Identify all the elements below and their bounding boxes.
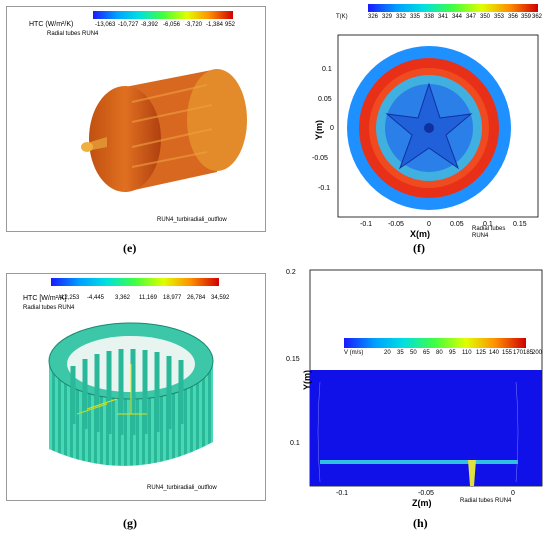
legend-tick: 329	[382, 14, 393, 20]
colorbar	[51, 278, 219, 286]
legend-tick: 359	[521, 14, 532, 20]
velocity-field	[310, 370, 542, 486]
legend-tick: 347	[466, 14, 477, 20]
legend-tick: 326	[368, 14, 379, 20]
legend-subtitle: Radial tubes RUN4	[47, 31, 99, 37]
x-tick: -0.1	[336, 490, 348, 497]
y-axis-label: Y(m)	[302, 370, 312, 390]
x-tick: 0.1	[483, 221, 493, 228]
legend-title: HTC [W/m²/K]	[23, 295, 67, 302]
y-tick: 0.1	[322, 66, 332, 73]
x-tick: -0.05	[388, 221, 404, 228]
legend-tick: -13,063	[95, 22, 116, 28]
panel-g-graphic	[48, 278, 219, 466]
colorbar	[93, 11, 233, 19]
panel-g: HTC [W/m²/K] Radial tubes RUN4 -12,253 -…	[6, 273, 266, 501]
legend-tick: 18,977	[163, 295, 182, 301]
legend-tick: 335	[410, 14, 421, 20]
x-tick: -0.1	[360, 221, 372, 228]
legend-tick: 11,169	[139, 295, 157, 301]
legend-subtitle: Radial tubes RUN4	[23, 305, 75, 311]
legend-tick: 185	[523, 350, 534, 356]
rotor-cross-section	[347, 46, 511, 210]
legend-tick: 20	[384, 350, 391, 356]
caption-g: (g)	[123, 516, 137, 530]
x-axis-label: Z(m)	[412, 498, 432, 508]
y-tick: -0.05	[312, 155, 328, 162]
legend-tick: 34,592	[211, 295, 230, 301]
legend-tick: 952	[225, 22, 236, 28]
caption-e: (e)	[123, 241, 137, 255]
legend-tick: 332	[396, 14, 407, 20]
caption-h: (h)	[413, 516, 428, 530]
y-tick: 0.1	[290, 440, 300, 447]
y-axis-label: Y(m)	[314, 120, 324, 140]
y-tick: -0.1	[318, 185, 330, 192]
legend-tick: 95	[449, 350, 456, 356]
legend-tick: 80	[436, 350, 443, 356]
legend-tick: -10,727	[118, 22, 139, 28]
footer-label: RUN4_turbiradiali_outflow	[147, 485, 217, 491]
x-tick: 0	[427, 221, 431, 228]
legend-tick: 200	[532, 350, 543, 356]
plot-frame	[337, 34, 539, 218]
legend-tick: 65	[423, 350, 430, 356]
legend-tick: 50	[410, 350, 417, 356]
legend-tick: 344	[452, 14, 463, 20]
x-tick: 0.05	[450, 221, 464, 228]
legend-title: T(K)	[336, 14, 348, 20]
legend-tick: 110	[462, 350, 472, 356]
legend-tick: 3,362	[115, 295, 131, 301]
legend-tick: 170	[513, 350, 524, 356]
footer-label: RUN4_turbiradiali_outflow	[157, 217, 227, 223]
panel-h-graphic: 0.2 0.15 0.1 -0.1 -0.05 0 Z(m) Y(m)	[286, 269, 543, 508]
caption-f: (f)	[413, 241, 425, 255]
legend-tick: 353	[494, 14, 505, 20]
legend-tick: 155	[502, 350, 513, 356]
legend-tick: 140	[489, 350, 500, 356]
x-axis-label: X(m)	[410, 229, 430, 239]
colorbar	[344, 338, 526, 348]
footer-line-2: RUN4	[472, 233, 489, 239]
panel-h: 0.2 0.15 0.1 -0.1 -0.05 0 Z(m) Y(m) V (m…	[280, 262, 544, 512]
colorbar	[368, 4, 538, 12]
legend-title: HTC (W/m²/K)	[29, 21, 74, 28]
legend-tick: 341	[438, 14, 449, 20]
legend-tick: 26,784	[187, 295, 206, 301]
legend-tick: 35	[397, 350, 404, 356]
legend-tick: -6,056	[163, 22, 181, 28]
legend-tick: -4,445	[87, 295, 105, 301]
legend-tick: -12,253	[59, 295, 80, 301]
legend-tick: 338	[424, 14, 435, 20]
legend-title: V (m/s)	[344, 350, 364, 356]
footer-line-1: Radial tubes	[472, 226, 506, 232]
x-tick: 0	[511, 490, 515, 497]
x-tick: 0.15	[513, 221, 527, 228]
jet-flow	[468, 460, 476, 486]
legend-tick: -3,720	[185, 22, 203, 28]
legend-tick: -8,392	[141, 22, 159, 28]
footer-label: Radial tubes RUN4	[460, 498, 512, 504]
x-tick: -0.05	[418, 490, 434, 497]
panel-f: 0.1 0.05 0 -0.05 -0.1 -0.1 -0.05 0 0.05 …	[280, 0, 544, 246]
legend-tick: 350	[480, 14, 491, 20]
y-tick: 0.2	[286, 269, 296, 276]
legend-tick: 125	[476, 350, 487, 356]
y-tick: 0	[330, 125, 334, 132]
panel-e-graphic	[81, 11, 247, 192]
stator-3d-model	[48, 322, 214, 466]
motor-3d-model	[81, 69, 247, 192]
panel-e: HTC (W/m²/K) Radial tubes RUN4 -13,063 -…	[6, 6, 266, 232]
legend-tick: 356	[508, 14, 519, 20]
y-tick: 0.15	[286, 356, 300, 363]
y-tick: 0.05	[318, 96, 332, 103]
panel-f-graphic: 0.1 0.05 0 -0.05 -0.1 -0.1 -0.05 0 0.05 …	[312, 4, 539, 239]
legend-tick: 362	[532, 14, 543, 20]
legend-tick: -1,384	[206, 22, 224, 28]
